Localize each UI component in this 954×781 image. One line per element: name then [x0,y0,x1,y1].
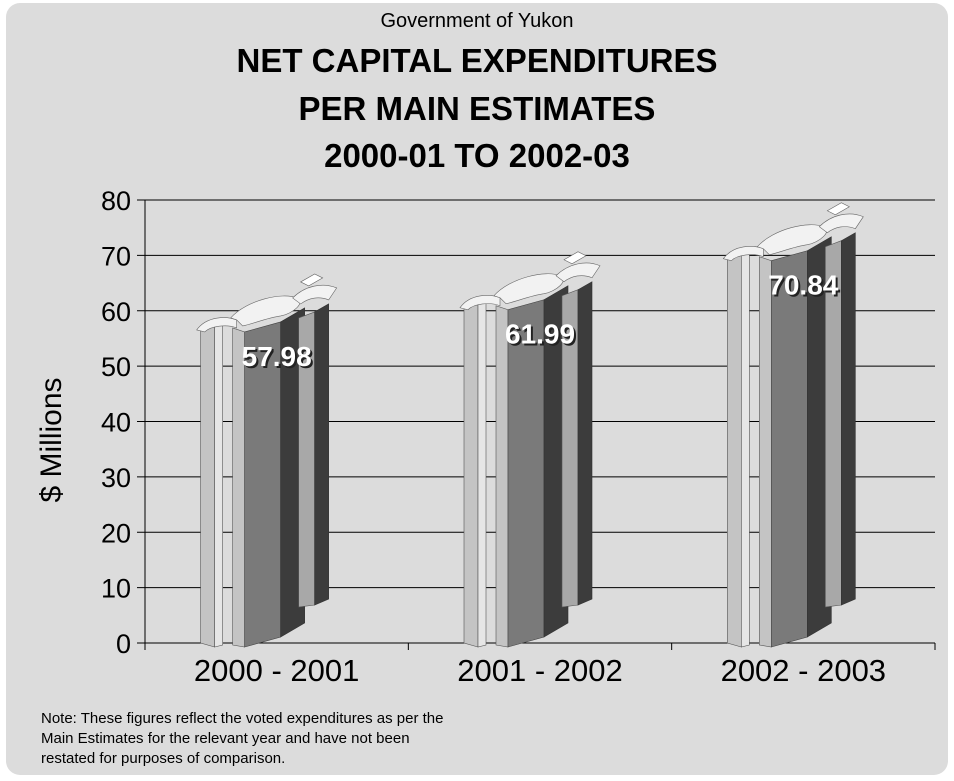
y-tick-label: 40 [101,408,131,438]
chart-subtitle: Government of Yukon [380,10,574,32]
bar-top-stem [826,202,850,216]
bar-column-left-front [200,323,215,648]
bar-column-right-side [841,232,856,606]
bar-top-left [459,295,501,311]
bar-top-stem [563,251,587,265]
bar-column-mid-front [771,250,808,648]
bar-column-mid-light [495,305,509,648]
bar-column-left-front [727,252,742,648]
y-tick-label: 0 [116,629,131,659]
bar-top-swirl [230,295,301,327]
bar-column-mid-light [759,256,772,648]
bar-column-mid-light [232,327,245,648]
chart-title-line-2: PER MAIN ESTIMATES [298,90,656,127]
chart-title-line-3: 2000-01 TO 2002-03 [324,137,630,174]
footnote-line-2: Main Estimates for the relevant year and… [41,730,410,747]
value-label-shadow: 61.99 [507,321,577,352]
value-label: 70.84 [768,270,838,301]
footnote-line-3: restated for purposes of comparison. [41,750,286,767]
y-tick-label: 30 [101,463,131,493]
bar-top-swirl [493,273,564,305]
bar-column-left-front [463,301,479,648]
y-tick-label: 20 [101,518,131,548]
bar-top-left [196,317,237,333]
y-tick-label: 60 [101,297,131,327]
bar-top-stem [300,273,324,287]
value-label: 61.99 [505,319,575,350]
bar-column-left-side [477,297,487,648]
y-tick-label: 10 [101,574,131,604]
bar-top-right [818,213,864,234]
bar-column-mid-front [507,299,545,648]
bar-column-left-side [214,319,223,648]
bar-top-left [722,246,764,262]
value-label-shadow: 70.84 [770,272,840,303]
value-label-shadow: 57.98 [244,343,314,374]
y-tick-label: 50 [101,352,131,382]
x-tick-label: 2001 - 2002 [457,653,622,688]
bar-column-right-side [577,281,593,606]
bar-column-left-side [741,248,750,648]
footnote-line-1: Note: These figures reflect the voted ex… [41,710,444,727]
y-tick-label: 80 [101,186,131,216]
bar-top-right [292,284,338,305]
bar-top-right [555,262,601,283]
value-label: 57.98 [242,341,312,372]
y-tick-label: 70 [101,241,131,271]
bar-column-right-side [314,303,329,606]
footnote: Note: These figures reflect the voted ex… [41,709,601,769]
chart-title-line-1: NET CAPITAL EXPENDITURES [236,42,718,79]
x-tick-label: 2000 - 2001 [194,653,359,688]
x-tick-label: 2002 - 2003 [721,653,886,688]
bar-top-swirl [756,224,828,256]
